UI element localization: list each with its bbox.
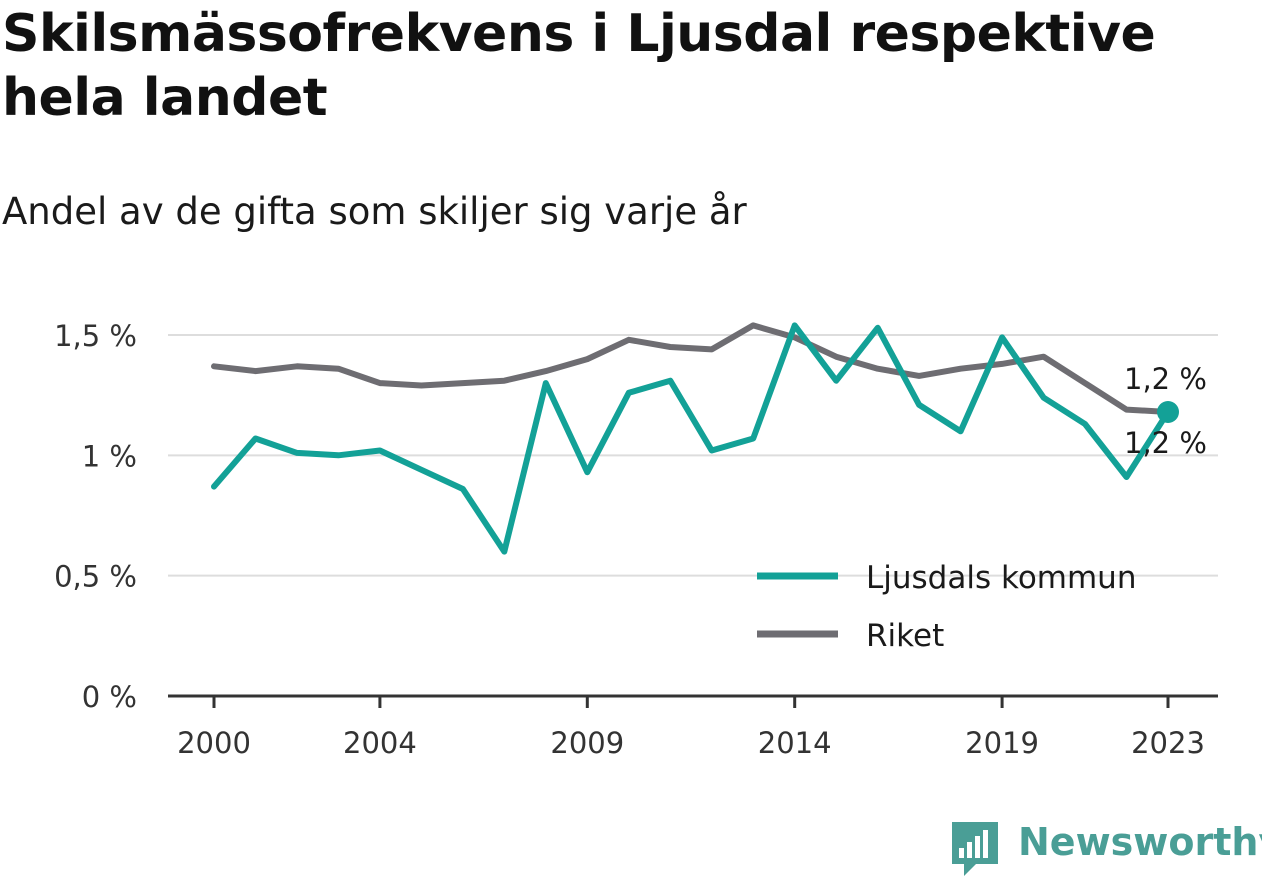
- x-tick-label: 2009: [550, 726, 624, 760]
- newsworthy-logo-icon: [952, 822, 998, 876]
- y-tick-label: 1 %: [82, 439, 137, 473]
- chart-title: Skilsmässofrekvens i Ljusdal respektive …: [2, 4, 1156, 128]
- chart-subtitle: Andel av de gifta som skiljer sig varje …: [2, 190, 747, 233]
- axes: 0 % 0,5 % 1 % 1,5 % 2000 2004 2009 2014 2019 2023: [54, 319, 1218, 760]
- end-label-riket: 1,2 %: [1124, 362, 1207, 396]
- y-tick-label: 1,5 %: [54, 319, 137, 353]
- series-line-ljusdal: [211, 322, 1171, 555]
- legend-label-ljusdal: Ljusdals kommun: [866, 560, 1136, 596]
- series-line-riket: [211, 322, 1171, 415]
- y-tick-label: 0,5 %: [54, 560, 137, 594]
- end-label-ljusdal: 1,2 %: [1124, 426, 1207, 460]
- x-tick-label: 2014: [758, 726, 832, 760]
- x-tick-label: 2000: [177, 726, 251, 760]
- brand-logo: Newsworthy: [950, 818, 1262, 878]
- legend-label-riket: Riket: [866, 618, 944, 654]
- y-tick-label: 0 %: [82, 680, 137, 714]
- line-chart: 0 % 0,5 % 1 % 1,5 % 2000 2004 2009 2014 2019 2023…: [54, 319, 1218, 760]
- x-tick-label: 2019: [965, 726, 1039, 760]
- series-lines: [211, 322, 1179, 555]
- brand-name: Newsworthy: [1018, 820, 1262, 864]
- x-tick-label: 2004: [343, 726, 417, 760]
- end-labels: 1,2 % 1,2 %: [1124, 362, 1207, 460]
- legend: Ljusdals kommun Riket: [757, 560, 1136, 654]
- end-point-ljusdal: [1157, 401, 1179, 424]
- x-tick-label: 2023: [1131, 726, 1205, 760]
